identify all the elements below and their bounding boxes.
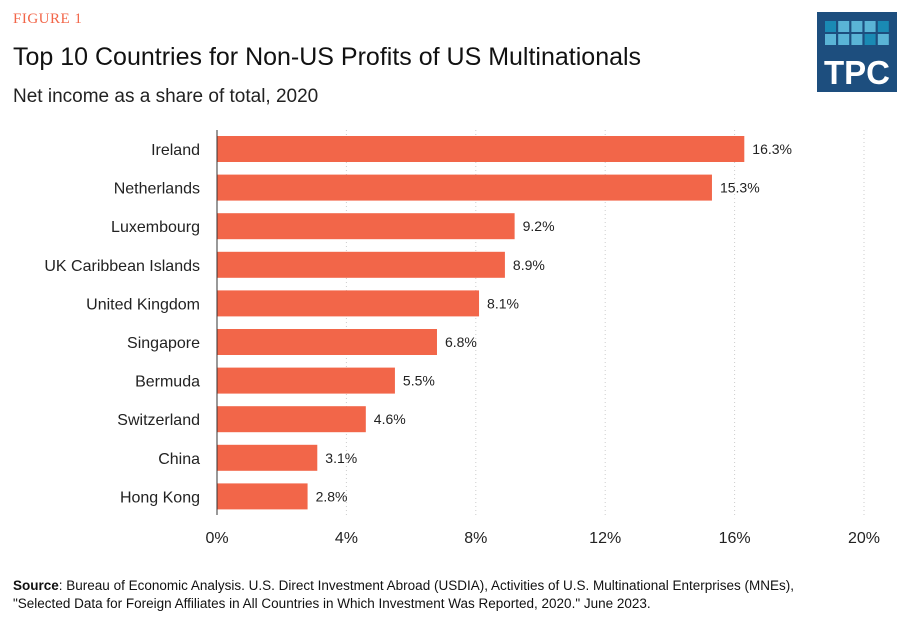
bar <box>217 406 366 433</box>
logo-square <box>864 34 876 45</box>
category-label: Netherlands <box>114 181 200 198</box>
x-tick-label: 20% <box>848 530 880 547</box>
chart-title: Top 10 Countries for Non-US Profits of U… <box>13 43 642 71</box>
bar <box>217 174 712 201</box>
data-label: 9.2% <box>523 218 555 234</box>
bar <box>217 136 745 162</box>
source-note: Source: Bureau of Economic Analysis. U.S… <box>13 577 794 613</box>
logo-square <box>877 34 889 45</box>
bar <box>217 290 480 317</box>
logo-text: TPC <box>824 54 890 91</box>
source-text-line2: "Selected Data for Foreign Affiliates in… <box>13 596 651 611</box>
logo-square <box>838 34 850 45</box>
logo-square <box>825 34 836 45</box>
data-label: 3.1% <box>325 450 357 466</box>
x-tick-label: 8% <box>464 530 487 547</box>
category-label: Hong Kong <box>120 489 200 506</box>
logo-square <box>851 34 863 45</box>
category-label: China <box>158 451 200 468</box>
data-label: 8.9% <box>513 257 545 273</box>
bar <box>217 251 505 278</box>
source-label: Source <box>13 578 59 593</box>
category-label: Ireland <box>151 142 200 159</box>
data-label: 8.1% <box>487 295 519 311</box>
bar <box>217 367 395 394</box>
chart-subtitle: Net income as a share of total, 2020 <box>13 86 319 107</box>
data-label: 4.6% <box>374 411 406 427</box>
x-tick-label: 12% <box>589 530 621 547</box>
data-label: 2.8% <box>316 488 348 504</box>
tpc-logo: TPC <box>817 12 897 92</box>
x-tick-label: 4% <box>335 530 358 547</box>
category-label: Singapore <box>127 335 200 352</box>
bar <box>217 483 308 510</box>
bar <box>217 444 318 471</box>
category-label: Switzerland <box>117 412 200 429</box>
data-label: 16.3% <box>752 141 792 157</box>
data-label: 5.5% <box>403 373 435 389</box>
data-label: 15.3% <box>720 180 760 196</box>
figure-label: FIGURE 1 <box>13 11 83 27</box>
logo-square <box>877 21 889 32</box>
category-label: UK Caribbean Islands <box>44 258 200 275</box>
bar-chart: 0% 4% 8% 12% 16% 20% Ireland 16.3% Netherlands 15… <box>44 130 880 547</box>
logo-square <box>864 21 876 32</box>
data-label: 6.8% <box>445 334 477 350</box>
bar <box>217 213 515 240</box>
logo-square <box>825 21 836 32</box>
source-text: : Bureau of Economic Analysis. U.S. Dire… <box>58 578 795 593</box>
x-tick-label: 0% <box>205 530 228 547</box>
category-label: United Kingdom <box>86 296 200 313</box>
x-tick-label: 16% <box>719 530 751 547</box>
logo-square <box>851 21 863 32</box>
category-label: Bermuda <box>135 374 200 391</box>
bar <box>217 329 437 355</box>
logo-square <box>838 21 850 32</box>
category-label: Luxembourg <box>111 219 200 236</box>
